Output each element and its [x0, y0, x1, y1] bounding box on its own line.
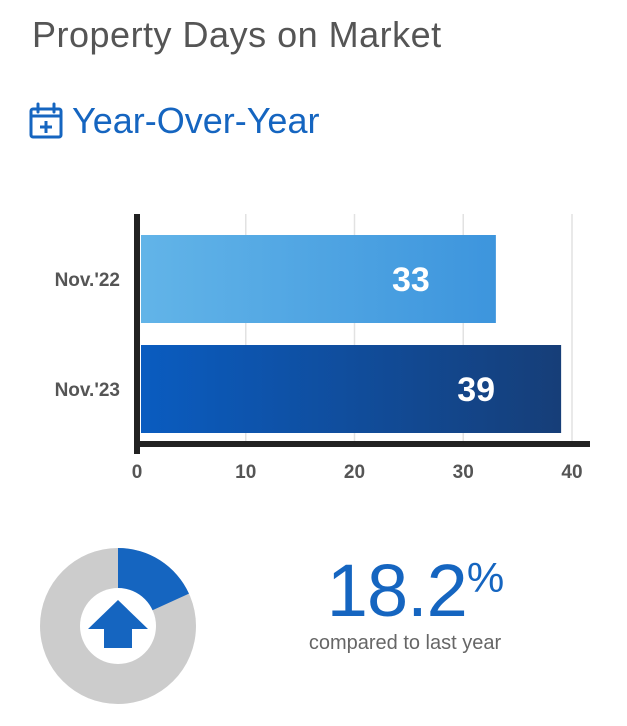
arrow-up-icon — [88, 600, 148, 648]
bar — [141, 345, 562, 433]
x-tick-label: 10 — [235, 462, 256, 483]
days-on-market-bar-chart: 0 10 20 30 40 33 Nov.'22 39 Nov.'23 — [55, 214, 590, 483]
category-label: Nov.'23 — [55, 380, 120, 401]
percent-sign: % — [466, 554, 504, 601]
bar — [141, 235, 496, 323]
section-title: Year-Over-Year — [72, 100, 320, 141]
change-donut — [38, 546, 198, 711]
x-tick-label: 20 — [344, 462, 365, 483]
x-tick-label: 40 — [561, 462, 582, 483]
change-caption: compared to last year — [308, 632, 502, 654]
category-label: Nov.'22 — [55, 270, 120, 291]
section-header: Year-Over-Year — [28, 100, 319, 142]
calendar-plus-icon — [29, 102, 63, 139]
bar-value-label: 39 — [457, 371, 495, 409]
x-tick-label: 30 — [453, 462, 474, 483]
change-value: 18.2 — [326, 549, 468, 632]
page-title: Property Days on Market — [32, 14, 442, 55]
change-percent: 18.2% — [300, 548, 530, 633]
bar-value-label: 33 — [392, 261, 430, 299]
x-tick-label: 0 — [132, 462, 143, 483]
